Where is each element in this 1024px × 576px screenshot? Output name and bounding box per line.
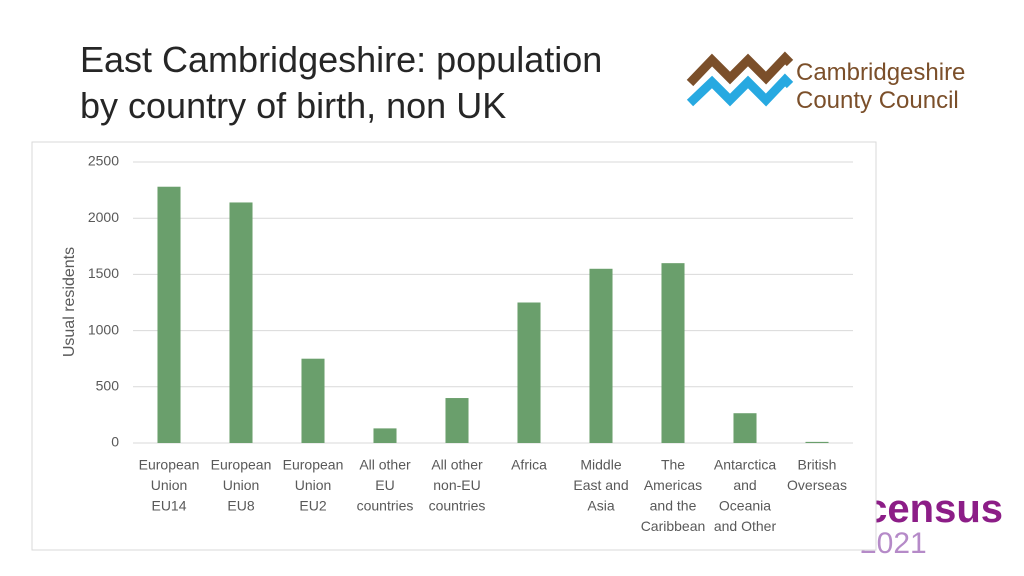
bar [445, 398, 469, 443]
x-tick-label: Americas [644, 477, 702, 493]
x-tick-label: East and [573, 477, 628, 493]
y-tick-label: 1000 [88, 321, 119, 337]
x-tick-label: and [733, 477, 756, 493]
x-tick-label: EU14 [151, 498, 186, 514]
bar [301, 358, 325, 443]
y-tick-label: 0 [111, 434, 119, 450]
council-name: Cambridgeshire [796, 59, 965, 86]
x-tick-label: European [211, 457, 272, 473]
census-logo: census [865, 487, 1003, 531]
x-tick-label: countries [429, 498, 486, 514]
bar [589, 268, 613, 443]
x-tick-label: Caribbean [641, 518, 706, 534]
x-tick-label: Union [151, 477, 188, 493]
y-tick-label: 1500 [88, 265, 119, 281]
x-tick-label: All other [359, 457, 411, 473]
council-name: County Council [796, 87, 959, 114]
x-tick-label: and the [650, 498, 697, 514]
x-tick-label: Union [295, 477, 332, 493]
x-tick-label: British [798, 457, 837, 473]
x-tick-label: EU [375, 477, 394, 493]
x-tick-label: All other [431, 457, 483, 473]
council-logo-brown [686, 51, 794, 87]
x-tick-label: Africa [511, 457, 547, 473]
x-tick-label: non-EU [433, 477, 480, 493]
council-logo-blue [686, 73, 794, 107]
x-tick-label: European [139, 457, 200, 473]
bar [157, 186, 181, 443]
x-tick-label: countries [357, 498, 414, 514]
bar [517, 302, 541, 443]
bar [229, 202, 253, 443]
x-tick-label: Middle [580, 457, 621, 473]
bar [805, 441, 829, 443]
x-tick-label: EU2 [299, 498, 326, 514]
bar [733, 413, 757, 443]
x-tick-label: and Other [714, 518, 777, 534]
y-axis-title: Usual residents [61, 247, 78, 357]
x-tick-label: The [661, 457, 685, 473]
x-tick-label: EU8 [227, 498, 254, 514]
x-tick-label: Antarctica [714, 457, 776, 473]
y-tick-label: 500 [96, 378, 120, 394]
y-tick-label: 2000 [88, 209, 119, 225]
y-tick-label: 2500 [88, 153, 119, 169]
title-line: East Cambridgeshire: population [80, 39, 602, 80]
title-line: by country of birth, non UK [80, 85, 506, 126]
x-tick-label: European [283, 457, 344, 473]
bar [661, 263, 685, 443]
x-tick-label: Oceania [719, 498, 771, 514]
x-tick-label: Union [223, 477, 260, 493]
x-tick-label: Overseas [787, 477, 847, 493]
bar [373, 428, 397, 443]
x-tick-label: Asia [587, 498, 614, 514]
